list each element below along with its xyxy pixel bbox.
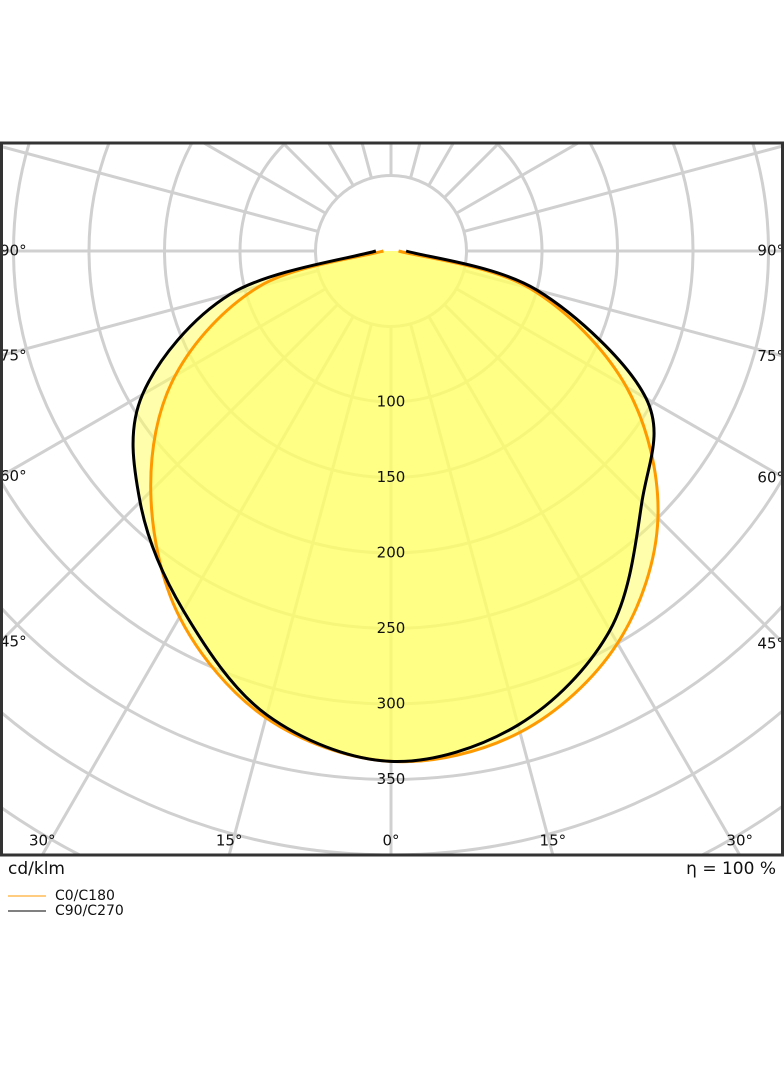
- angle-tick-label: 60°: [757, 468, 784, 486]
- grid-ray: [280, 143, 339, 199]
- angle-tick-label: 90°: [0, 242, 27, 260]
- grid-ray: [443, 143, 502, 199]
- curves: [131, 249, 660, 764]
- legend-label: C90/C270: [55, 903, 124, 919]
- grid-ray: [463, 269, 784, 358]
- legend-label: C0/C180: [55, 888, 115, 904]
- r-tick-label: 300: [377, 695, 406, 713]
- r-tick-label: 250: [377, 619, 406, 637]
- angle-tick-label: 30°: [29, 832, 56, 850]
- unit-label: cd/klm: [8, 859, 65, 879]
- angle-tick-label: 75°: [757, 347, 784, 365]
- intensity-curve: [131, 249, 656, 763]
- r-tick-label: 350: [377, 770, 406, 788]
- labels: 100 150 200 250 300 350 90° 75° 60° 45° 30° 15° 0° 15…: [0, 242, 784, 850]
- angle-tick-label: 15°: [216, 832, 243, 850]
- grid-ray: [360, 143, 373, 179]
- grid-ray: [455, 143, 582, 215]
- r-tick-label: 200: [377, 544, 406, 562]
- angle-tick-label: 15°: [540, 832, 567, 850]
- grid-ray: [200, 143, 327, 215]
- angle-tick-label: 0°: [382, 832, 399, 850]
- r-tick-label: 150: [377, 468, 406, 486]
- grid-ray: [0, 144, 319, 233]
- angle-tick-label: 45°: [757, 635, 784, 653]
- intensity-area: [133, 251, 655, 762]
- grid-ray: [463, 144, 784, 233]
- angle-tick-label: 90°: [757, 242, 784, 260]
- angle-tick-label: 75°: [0, 346, 27, 364]
- angle-tick-label: 30°: [726, 832, 753, 850]
- efficiency-label: η = 100 %: [686, 859, 776, 879]
- grid-ray: [0, 269, 319, 358]
- angle-tick-label: 45°: [0, 633, 27, 651]
- angle-tick-label: 60°: [0, 467, 27, 485]
- frame: [0, 141, 784, 857]
- r-tick-label: 100: [377, 393, 406, 411]
- grid-ray: [409, 143, 422, 179]
